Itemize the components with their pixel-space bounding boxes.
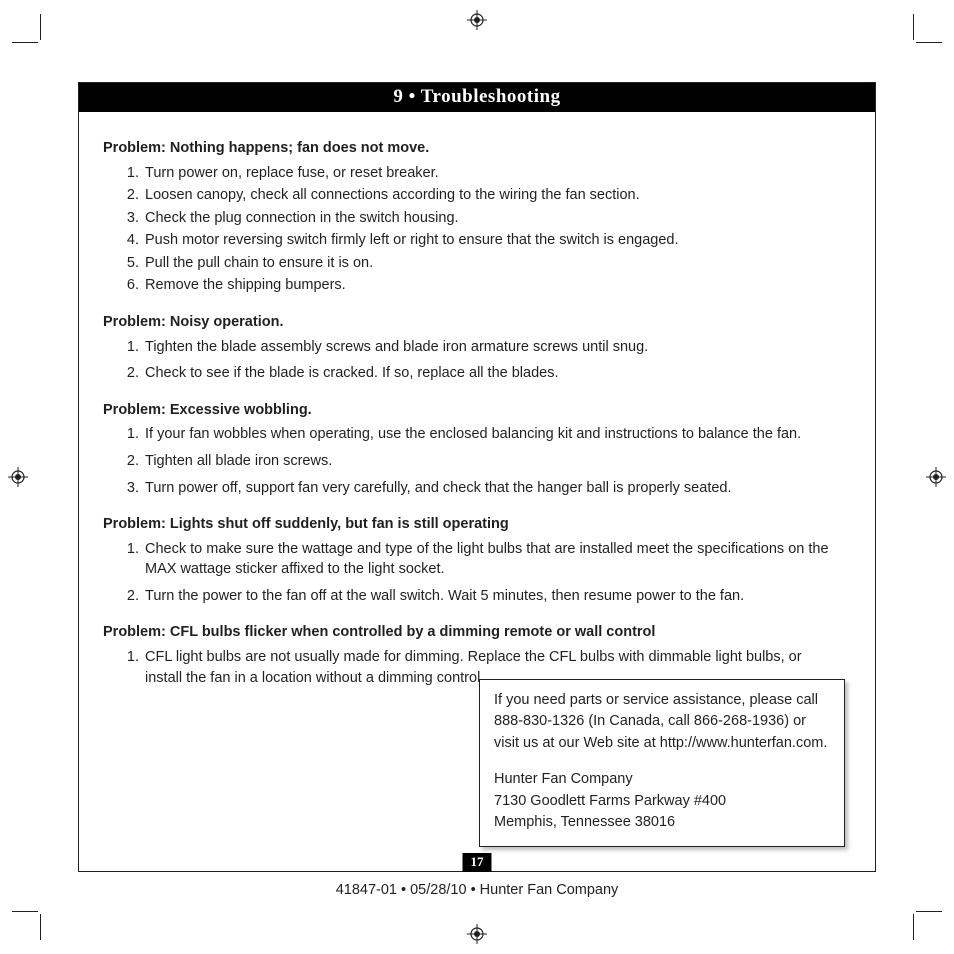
- steps-list: If your fan wobbles when operating, use …: [143, 424, 851, 498]
- registration-mark-icon: [926, 467, 946, 487]
- step-item: Check the plug connection in the switch …: [143, 208, 841, 229]
- footer-text: 41847-01 • 05/28/10 • Hunter Fan Company: [0, 882, 954, 898]
- step-item: Tighten all blade iron screws.: [143, 451, 841, 472]
- contact-address-1: 7130 Goodlett Farms Parkway #400: [494, 791, 830, 813]
- steps-list: Turn power on, replace fuse, or reset br…: [143, 163, 851, 296]
- crop-mark: [40, 14, 41, 40]
- page-number: 17: [463, 853, 492, 872]
- steps-list: Check to make sure the wattage and type …: [143, 539, 851, 607]
- step-item: Push motor reversing switch firmly left …: [143, 230, 841, 251]
- page-frame: 9 • Troubleshooting Problem: Nothing hap…: [78, 82, 876, 872]
- step-item: Pull the pull chain to ensure it is on.: [143, 253, 841, 274]
- crop-mark: [12, 911, 38, 912]
- problem-heading: Problem: Nothing happens; fan does not m…: [103, 138, 851, 159]
- problem-heading: Problem: Excessive wobbling.: [103, 400, 851, 421]
- crop-mark: [913, 914, 914, 940]
- contact-box: If you need parts or service assistance,…: [479, 679, 845, 848]
- crop-mark: [40, 914, 41, 940]
- step-item: Turn the power to the fan off at the wal…: [143, 586, 841, 607]
- step-item: Turn power on, replace fuse, or reset br…: [143, 163, 841, 184]
- page-number-wrap: 17: [463, 853, 492, 872]
- contact-company: Hunter Fan Company: [494, 769, 830, 791]
- content-area: Problem: Nothing happens; fan does not m…: [79, 112, 875, 700]
- step-item: Turn power off, support fan very careful…: [143, 478, 841, 499]
- registration-mark-icon: [467, 924, 487, 944]
- crop-mark: [913, 14, 914, 40]
- crop-mark: [12, 42, 38, 43]
- step-item: Tighten the blade assembly screws and bl…: [143, 337, 841, 358]
- crop-mark: [916, 911, 942, 912]
- step-item: Remove the shipping bumpers.: [143, 275, 841, 296]
- contact-text: If you need parts or service assistance,…: [494, 690, 830, 755]
- problem-heading: Problem: Noisy operation.: [103, 312, 851, 333]
- problem-heading: Problem: CFL bulbs flicker when controll…: [103, 622, 851, 643]
- step-item: Check to see if the blade is cracked. If…: [143, 363, 841, 384]
- step-item: Check to make sure the wattage and type …: [143, 539, 841, 580]
- section-title: 9 • Troubleshooting: [79, 83, 875, 112]
- steps-list: Tighten the blade assembly screws and bl…: [143, 337, 851, 384]
- registration-mark-icon: [8, 467, 28, 487]
- registration-mark-icon: [467, 10, 487, 30]
- step-item: If your fan wobbles when operating, use …: [143, 424, 841, 445]
- contact-address-2: Memphis, Tennessee 38016: [494, 812, 830, 834]
- problem-heading: Problem: Lights shut off suddenly, but f…: [103, 514, 851, 535]
- crop-mark: [916, 42, 942, 43]
- step-item: Loosen canopy, check all connections acc…: [143, 185, 841, 206]
